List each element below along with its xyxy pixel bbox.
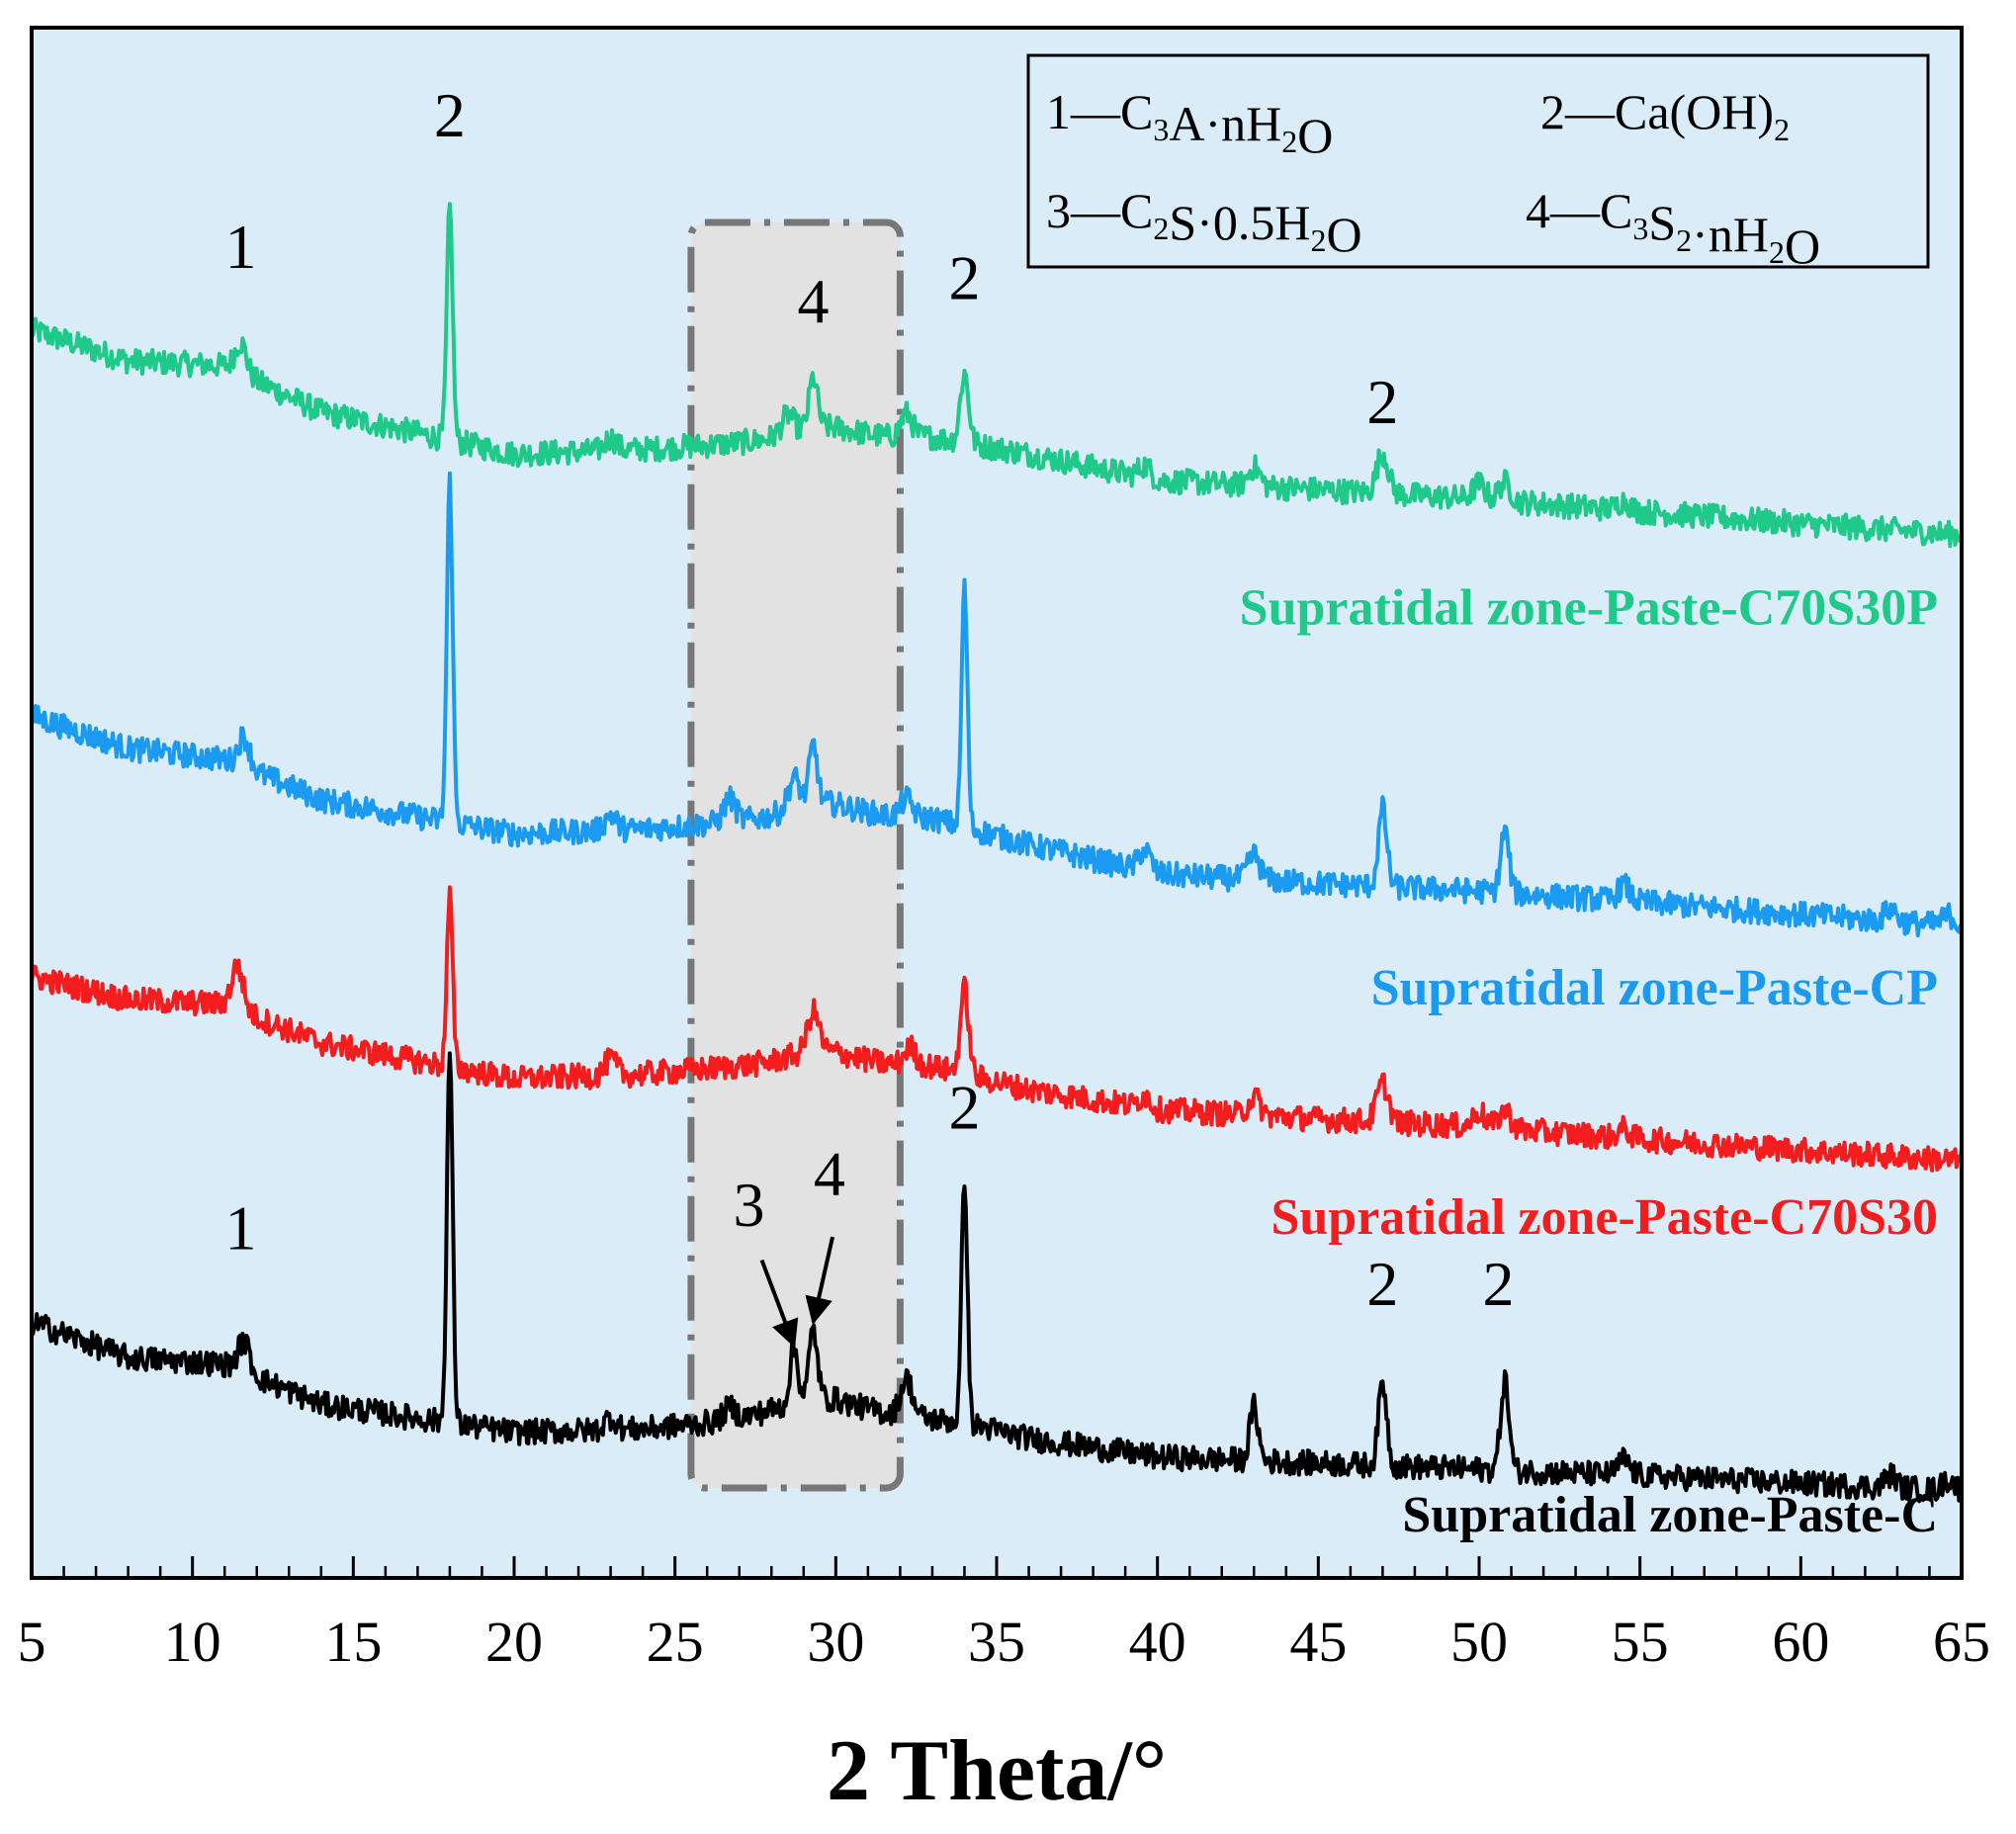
peak-label: 4 xyxy=(814,1139,845,1209)
x-tick-label: 65 xyxy=(1933,1610,1990,1674)
x-tick-label: 25 xyxy=(647,1610,704,1674)
legend-entry: 3—C2S·0.5H2O xyxy=(1046,183,1362,262)
legend-entry: 4—C3S2·nH2O xyxy=(1526,183,1820,274)
highlight-region xyxy=(687,218,904,1492)
series-label: Supratidal zone-Paste-C70S30P xyxy=(1240,580,1938,637)
legend-entry: 1—C3A·nH2O xyxy=(1046,84,1333,163)
peak-label: 2 xyxy=(948,1072,980,1142)
legend: 1—C3A·nH2O 2—Ca(OH)2 3—C2S·0.5H2O 4—C3S2·nH… xyxy=(1026,53,1930,274)
peak-label: 2 xyxy=(434,80,466,150)
x-axis: 5 10 15 20 25 30 35 40 45 50 55 60 65 xyxy=(18,1556,1990,1674)
series-label: Supratidal zone-Paste-C xyxy=(1402,1487,1938,1543)
series-line-3 xyxy=(32,1051,1962,1504)
peak-label: 2 xyxy=(1366,1249,1398,1319)
x-tick-label: 30 xyxy=(807,1610,864,1674)
legend-entry: 2—Ca(OH)2 xyxy=(1540,84,1790,147)
annotation-arrow xyxy=(759,1259,799,1349)
x-tick-label: 60 xyxy=(1772,1610,1829,1674)
annotation-arrow xyxy=(805,1236,835,1326)
x-tick-label: 45 xyxy=(1289,1610,1347,1674)
peak-label: 2 xyxy=(1366,367,1398,437)
legend-box xyxy=(1026,53,1930,269)
series-line-2 xyxy=(32,885,1962,1173)
series-line-1 xyxy=(32,471,1962,938)
series-layer xyxy=(32,202,1962,1504)
x-tick-label: 55 xyxy=(1612,1610,1669,1674)
x-tick-label: 20 xyxy=(485,1610,543,1674)
peak-label: 4 xyxy=(798,266,830,336)
peak-label: 1 xyxy=(224,212,256,282)
highlight-region-layer xyxy=(687,218,904,1492)
x-tick-label: 35 xyxy=(968,1610,1025,1674)
peak-label: 3 xyxy=(733,1170,764,1240)
series-label: Supratidal zone-Paste-CP xyxy=(1371,960,1938,1016)
peak-label: 2 xyxy=(948,242,980,312)
x-tick-label: 10 xyxy=(164,1610,221,1674)
x-tick-label: 40 xyxy=(1129,1610,1186,1674)
series-line-0 xyxy=(32,202,1962,549)
peak-label: 2 xyxy=(1483,1249,1515,1319)
x-tick-label: 50 xyxy=(1450,1610,1508,1674)
x-tick-label: 5 xyxy=(18,1610,46,1674)
series-label: Supratidal zone-Paste-C70S30 xyxy=(1271,1189,1938,1246)
x-axis-title: 2 Theta/° xyxy=(827,1723,1167,1819)
x-tick-label: 15 xyxy=(324,1610,382,1674)
peak-label: 1 xyxy=(224,1193,256,1264)
